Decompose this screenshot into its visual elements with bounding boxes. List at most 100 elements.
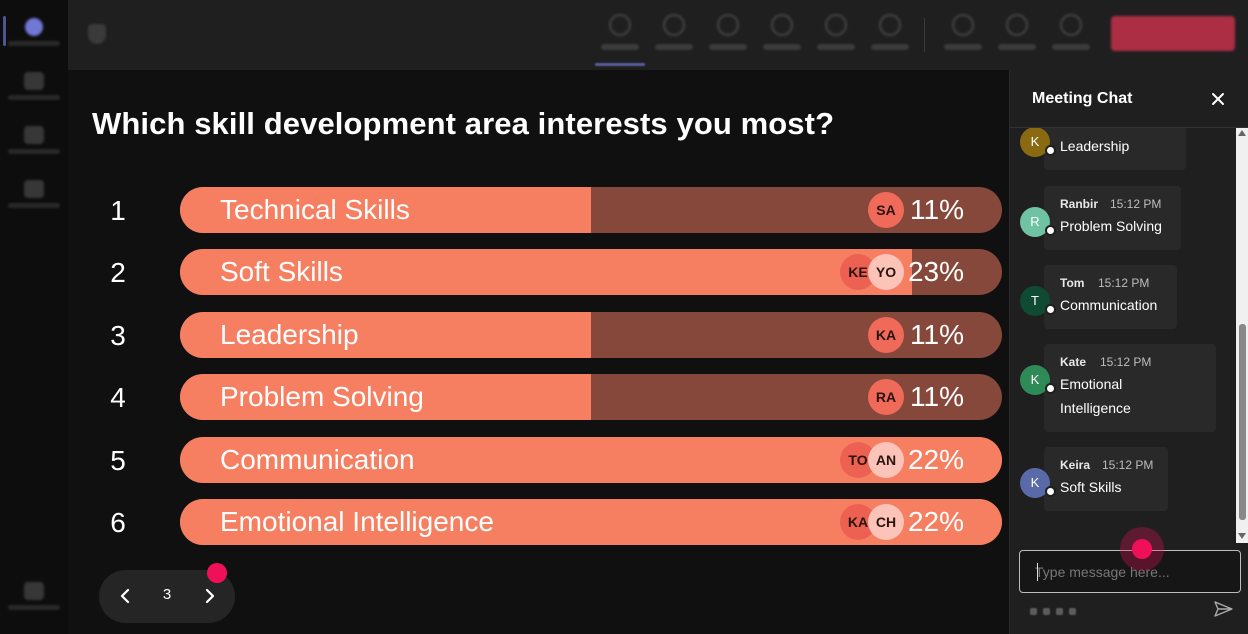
poll-option-number: 4 xyxy=(110,382,126,414)
chat-scrollbar[interactable] xyxy=(1236,128,1248,543)
poll-option-row[interactable]: 1 Technical Skills SA 11% xyxy=(68,187,1009,233)
close-icon[interactable] xyxy=(1206,87,1230,111)
voter-avatar: RA xyxy=(868,379,904,416)
toolbar-people-button[interactable] xyxy=(649,10,699,60)
rail-item-help[interactable] xyxy=(0,572,68,624)
help-icon xyxy=(24,582,44,600)
poll-stage: Which skill development area interests y… xyxy=(68,70,1009,634)
toolbar-share-button[interactable] xyxy=(1046,10,1096,60)
poll-option-row[interactable]: 3 Leadership KA 11% xyxy=(68,311,1009,358)
chat-avatar[interactable]: K xyxy=(1020,128,1056,157)
emoji-icon xyxy=(771,14,793,36)
presence-status-icon xyxy=(1045,304,1056,315)
toolbar-chat-button[interactable] xyxy=(595,10,645,60)
voter-avatar: SA xyxy=(868,192,904,228)
poll-option-bar[interactable]: Soft Skills KE YO 23% xyxy=(180,249,1002,296)
chat-title: Meeting Chat xyxy=(1032,90,1133,107)
poll-option-fill xyxy=(180,311,591,358)
poll-option-number: 5 xyxy=(110,444,126,476)
rail-item-participants[interactable] xyxy=(0,62,68,114)
meeting-toolbar xyxy=(68,0,1248,70)
mic-icon xyxy=(1006,14,1028,36)
poll-option-percent: 11% xyxy=(910,194,964,225)
scroll-down-icon[interactable] xyxy=(1238,533,1246,539)
format-icon[interactable] xyxy=(1030,608,1037,615)
chat-avatar-initial: K xyxy=(1030,372,1040,387)
chat-message[interactable]: Tom 15:12 PM Communication xyxy=(1044,265,1177,329)
chat-message[interactable]: Kate 15:12 PM Emotional Intelligence xyxy=(1044,344,1216,432)
chat-timestamp: 15:12 PM xyxy=(1098,276,1150,290)
poll-option-bar[interactable]: Leadership KA 11% xyxy=(180,311,1002,358)
poll-option-bar[interactable]: Technical Skills SA 11% xyxy=(180,187,1002,233)
people-icon xyxy=(24,72,44,90)
share-icon xyxy=(1060,14,1082,36)
emoji-icon[interactable] xyxy=(1056,608,1063,615)
poll-option-number: 2 xyxy=(110,257,126,289)
leave-button[interactable] xyxy=(1111,16,1235,51)
poll-option-label: Soft Skills xyxy=(220,256,343,288)
poll-option-bar[interactable]: Communication TO AN 22% xyxy=(180,436,1002,483)
chat-avatar[interactable]: R xyxy=(1020,207,1056,237)
hand-icon xyxy=(717,14,739,36)
toolbar-view-button[interactable] xyxy=(811,10,861,60)
chat-message-list[interactable]: Karisma 15:12 PM Leadership K Ranbir 15:12 PM… xyxy=(1010,128,1236,543)
toolbar-react-button[interactable] xyxy=(757,10,807,60)
poll-option-label: Leadership xyxy=(220,318,359,350)
chat-message[interactable]: Karisma 15:12 PM Leadership xyxy=(1044,128,1186,170)
toolbar-mic-button[interactable] xyxy=(992,10,1042,60)
chat-message-text: Soft Skills xyxy=(1060,479,1122,495)
chat-compose-box[interactable] xyxy=(1019,550,1241,593)
rail-item-activity[interactable] xyxy=(0,8,68,60)
chat-avatar-initial: R xyxy=(1030,214,1040,229)
rail-item-files[interactable] xyxy=(0,116,68,168)
poll-option-bar[interactable]: Emotional Intelligence KA CH 22% xyxy=(180,499,1002,545)
poll-option-row[interactable]: 2 Soft Skills KE YO 23% xyxy=(68,249,1009,296)
chat-message-text: Leadership xyxy=(1060,138,1130,154)
poll-option-number: 1 xyxy=(110,195,126,226)
poll-option-label: Emotional Intelligence xyxy=(220,506,494,537)
chat-sender-name: Tom xyxy=(1060,276,1085,290)
calendar-icon xyxy=(24,180,44,198)
cursor-indicator xyxy=(207,563,227,583)
gif-icon[interactable] xyxy=(1069,608,1076,615)
click-indicator xyxy=(1132,539,1152,559)
chat-avatar[interactable]: K xyxy=(1020,468,1056,498)
send-icon[interactable] xyxy=(1212,598,1234,620)
poll-option-percent: 22% xyxy=(907,506,964,537)
chat-message[interactable]: Keira 15:12 PM Soft Skills xyxy=(1044,447,1168,511)
people-icon xyxy=(663,14,685,36)
poll-option-label: Communication xyxy=(220,443,415,475)
attach-icon[interactable] xyxy=(1043,608,1050,615)
chat-message-input[interactable] xyxy=(1021,552,1239,591)
poll-option-row[interactable]: 4 Problem Solving RA 11% xyxy=(68,374,1009,421)
chat-timestamp: 15:12 PM xyxy=(1110,197,1162,211)
poll-question: Which skill development area interests y… xyxy=(92,106,835,141)
rail-item-calendar[interactable] xyxy=(0,170,68,222)
scroll-up-icon[interactable] xyxy=(1238,130,1246,136)
toolbar-camera-button[interactable] xyxy=(938,10,988,60)
poll-option-row[interactable]: 5 Communication TO AN 22% xyxy=(68,436,1009,483)
chat-avatar[interactable]: T xyxy=(1020,286,1056,316)
meeting-chat-panel: Meeting Chat Karisma 15:12 PM Leadership K R… xyxy=(1009,70,1248,634)
chat-timestamp: 15:12 PM xyxy=(1100,355,1152,369)
poll-option-row[interactable]: 6 Emotional Intelligence KA CH 22% xyxy=(68,499,1009,545)
chat-sender-name: Keira xyxy=(1060,458,1091,472)
chevron-right-icon[interactable] xyxy=(196,582,224,610)
shield-icon xyxy=(88,24,106,44)
chat-message[interactable]: Ranbir 15:12 PM Problem Solving xyxy=(1044,186,1181,250)
page-number: 3 xyxy=(162,586,172,603)
chat-avatar[interactable]: K xyxy=(1020,365,1056,395)
chevron-left-icon[interactable] xyxy=(111,582,139,610)
poll-option-bar[interactable]: Problem Solving RA 11% xyxy=(180,374,1002,421)
toolbar-more-button[interactable] xyxy=(865,10,915,60)
presence-status-icon xyxy=(1045,145,1056,156)
view-icon xyxy=(825,14,847,36)
poll-option-percent: 11% xyxy=(910,381,964,413)
presence-status-icon xyxy=(1045,225,1056,236)
app-rail xyxy=(0,0,68,634)
toolbar-raise-button[interactable] xyxy=(703,10,753,60)
voter-avatar: AN xyxy=(868,441,904,478)
more-icon xyxy=(879,14,901,36)
scroll-thumb[interactable] xyxy=(1239,324,1246,520)
poll-option-percent: 22% xyxy=(907,443,964,475)
